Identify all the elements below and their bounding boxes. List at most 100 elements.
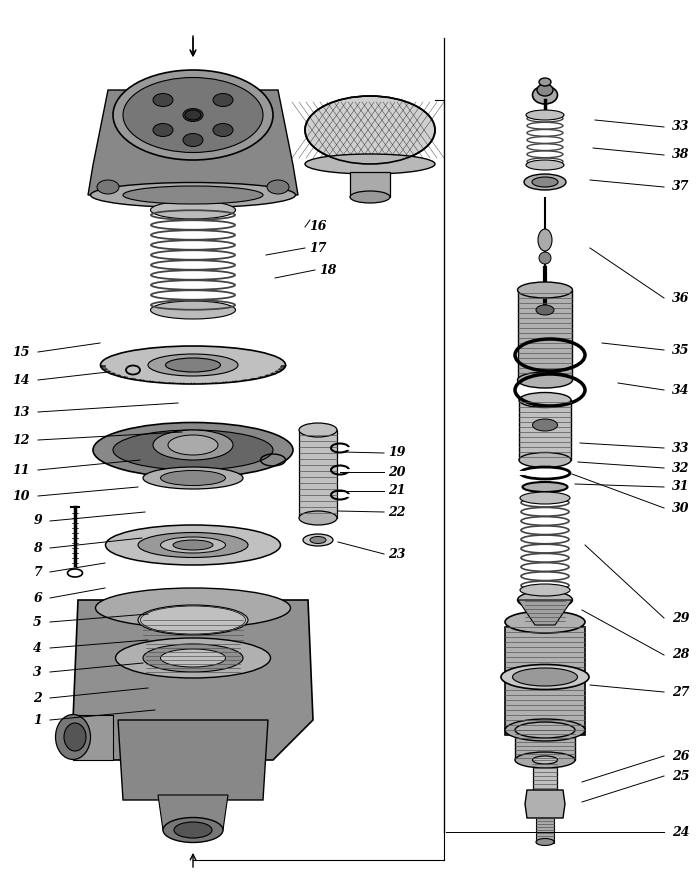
Polygon shape xyxy=(73,600,313,760)
Text: 17: 17 xyxy=(309,241,326,254)
Ellipse shape xyxy=(173,540,213,550)
Ellipse shape xyxy=(538,229,552,251)
Polygon shape xyxy=(158,795,228,830)
Text: 6: 6 xyxy=(34,591,42,604)
Text: 25: 25 xyxy=(672,769,690,782)
Ellipse shape xyxy=(93,423,293,477)
Text: 28: 28 xyxy=(672,648,690,661)
Ellipse shape xyxy=(512,668,578,686)
Ellipse shape xyxy=(153,430,233,460)
Ellipse shape xyxy=(116,638,270,678)
Ellipse shape xyxy=(519,453,571,467)
Ellipse shape xyxy=(536,305,554,315)
Ellipse shape xyxy=(143,467,243,489)
Ellipse shape xyxy=(123,77,263,153)
Ellipse shape xyxy=(517,591,573,609)
Text: 1: 1 xyxy=(34,714,42,726)
Ellipse shape xyxy=(213,94,233,106)
Text: 2: 2 xyxy=(34,691,42,704)
Ellipse shape xyxy=(517,282,573,298)
Ellipse shape xyxy=(165,358,220,372)
Text: 23: 23 xyxy=(388,547,405,560)
Ellipse shape xyxy=(515,752,575,768)
Text: 32: 32 xyxy=(672,461,690,474)
Text: 9: 9 xyxy=(34,515,42,527)
Ellipse shape xyxy=(183,109,203,122)
Ellipse shape xyxy=(55,715,90,759)
Ellipse shape xyxy=(101,346,286,384)
Ellipse shape xyxy=(539,78,551,86)
Text: 27: 27 xyxy=(672,686,690,698)
Ellipse shape xyxy=(160,537,225,553)
Ellipse shape xyxy=(501,665,589,689)
Ellipse shape xyxy=(143,644,243,672)
Ellipse shape xyxy=(163,817,223,843)
Ellipse shape xyxy=(519,393,571,408)
Bar xyxy=(505,627,585,735)
Ellipse shape xyxy=(123,186,263,204)
Ellipse shape xyxy=(267,180,289,194)
Ellipse shape xyxy=(533,756,557,764)
Text: 3: 3 xyxy=(34,666,42,679)
Text: 31: 31 xyxy=(672,481,690,494)
Text: 21: 21 xyxy=(388,484,405,497)
Ellipse shape xyxy=(138,605,248,635)
Ellipse shape xyxy=(97,180,119,194)
Polygon shape xyxy=(73,715,113,760)
Ellipse shape xyxy=(213,124,233,137)
Ellipse shape xyxy=(299,423,337,437)
Ellipse shape xyxy=(524,174,566,190)
Ellipse shape xyxy=(148,354,238,376)
Ellipse shape xyxy=(539,252,551,264)
Ellipse shape xyxy=(533,419,557,431)
Text: 18: 18 xyxy=(319,263,337,276)
Ellipse shape xyxy=(150,201,235,219)
Text: 33: 33 xyxy=(672,120,690,133)
Ellipse shape xyxy=(532,177,558,187)
Text: 24: 24 xyxy=(672,825,690,838)
Text: 35: 35 xyxy=(672,344,690,356)
Text: 30: 30 xyxy=(672,502,690,515)
Text: 29: 29 xyxy=(672,611,690,624)
Ellipse shape xyxy=(185,110,201,120)
Ellipse shape xyxy=(526,160,564,170)
Ellipse shape xyxy=(520,492,570,504)
Ellipse shape xyxy=(153,94,173,106)
Ellipse shape xyxy=(138,532,248,558)
Ellipse shape xyxy=(310,537,326,544)
Ellipse shape xyxy=(174,822,212,838)
Ellipse shape xyxy=(90,182,295,208)
Text: 16: 16 xyxy=(309,220,326,233)
Polygon shape xyxy=(118,720,268,800)
Text: 34: 34 xyxy=(672,383,690,396)
Text: 26: 26 xyxy=(672,750,690,762)
Bar xyxy=(299,430,337,518)
Ellipse shape xyxy=(113,430,273,470)
Ellipse shape xyxy=(515,722,575,738)
Ellipse shape xyxy=(305,154,435,174)
Text: 19: 19 xyxy=(388,446,405,460)
Text: 11: 11 xyxy=(13,464,30,476)
Ellipse shape xyxy=(299,511,337,525)
Text: 33: 33 xyxy=(672,441,690,454)
Ellipse shape xyxy=(160,649,225,667)
Ellipse shape xyxy=(350,191,390,203)
Ellipse shape xyxy=(150,301,235,319)
Ellipse shape xyxy=(517,372,573,388)
Bar xyxy=(536,818,554,843)
Ellipse shape xyxy=(168,435,218,455)
Bar xyxy=(533,760,557,790)
Ellipse shape xyxy=(537,84,553,96)
Ellipse shape xyxy=(64,723,86,751)
Ellipse shape xyxy=(533,86,557,104)
Ellipse shape xyxy=(106,525,281,565)
Text: 14: 14 xyxy=(13,374,30,387)
Ellipse shape xyxy=(520,584,570,596)
Text: 13: 13 xyxy=(13,405,30,418)
Ellipse shape xyxy=(160,470,225,486)
Ellipse shape xyxy=(522,482,568,492)
Bar xyxy=(515,730,575,760)
Ellipse shape xyxy=(95,588,290,628)
Ellipse shape xyxy=(305,96,435,164)
Polygon shape xyxy=(518,600,572,625)
